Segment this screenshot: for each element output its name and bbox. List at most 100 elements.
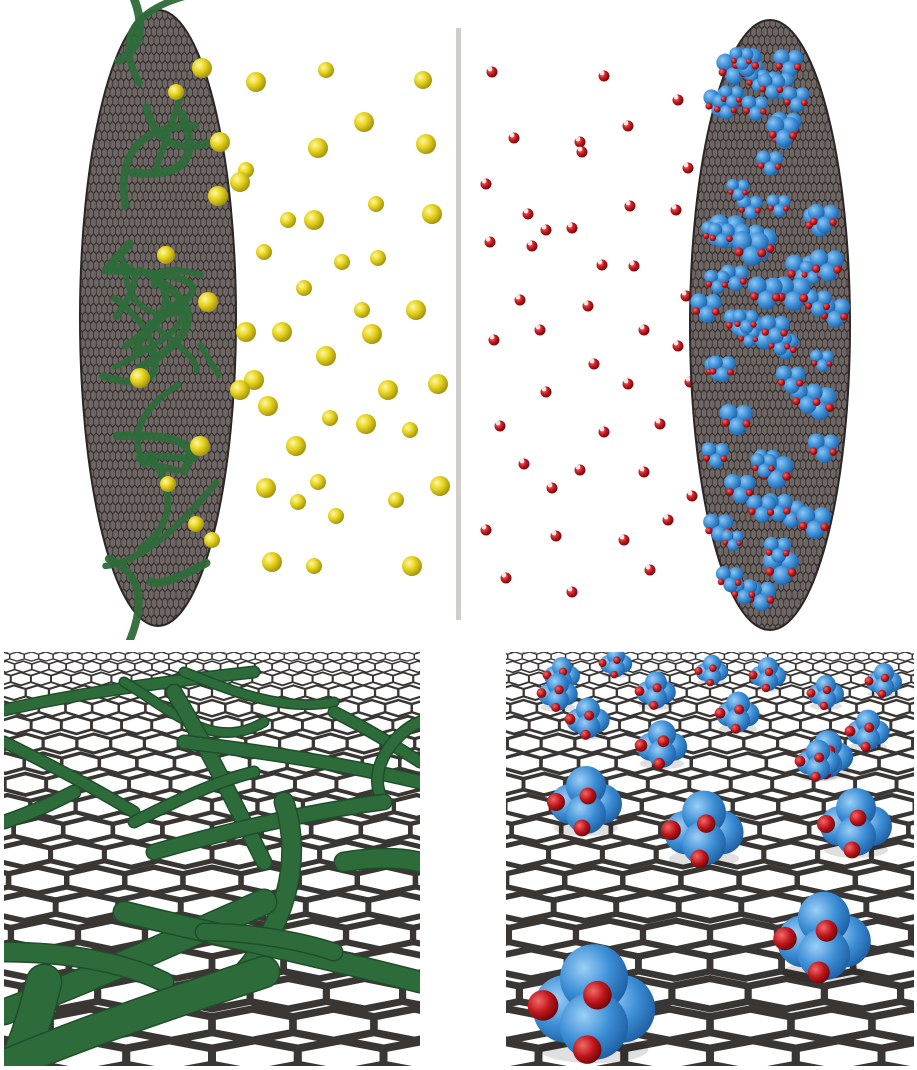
- hex-cell: [304, 684, 330, 702]
- hex-cell: [507, 652, 523, 662]
- red-ion: [618, 534, 630, 546]
- oxide-cluster: [732, 231, 769, 266]
- hex-cell: [374, 660, 393, 674]
- hex-cell: [81, 652, 98, 662]
- red-ion: [638, 324, 650, 336]
- red-ion: [480, 178, 492, 190]
- polymer-strand: [4, 737, 139, 817]
- hex-cell: [64, 864, 128, 897]
- hex-cell: [302, 890, 372, 924]
- oxide-cluster: [750, 453, 777, 478]
- yellow-ion: [318, 62, 334, 78]
- hex-cell: [852, 864, 914, 897]
- hex-cell: [117, 698, 147, 718]
- oxide-cluster: [726, 178, 750, 201]
- oxide-cluster: [807, 433, 839, 464]
- yellow-ion: [190, 436, 210, 456]
- oxide-cluster: [704, 269, 730, 294]
- hex-cell: [657, 660, 677, 674]
- yellow-ion: [306, 558, 322, 574]
- oxide-cluster: [719, 403, 753, 436]
- hex-cell: [678, 864, 742, 897]
- yellow-ion: [230, 380, 250, 400]
- polymer-strand: [142, 103, 212, 151]
- oxide-cluster: [766, 116, 800, 148]
- hex-cell: [894, 772, 914, 797]
- red-ion: [680, 290, 692, 302]
- hex-cell: [109, 732, 146, 755]
- hex-cell: [506, 1038, 543, 1066]
- hex-cell: [167, 652, 184, 662]
- polymer-strand: [151, 93, 184, 175]
- oxide-cluster: [536, 673, 578, 713]
- red-ion: [654, 418, 666, 430]
- hex-cell: [897, 979, 914, 1008]
- hex-cell: [269, 652, 285, 662]
- hex-cell: [142, 732, 180, 755]
- hex-cell: [208, 1036, 302, 1066]
- oxide-cluster: [694, 654, 729, 687]
- hex-cell: [846, 660, 866, 674]
- hex-cell: [341, 652, 358, 662]
- hex-cell: [728, 771, 775, 797]
- hex-cell: [620, 864, 684, 897]
- yellow-ion: [402, 422, 418, 438]
- polymer-strand: [146, 319, 200, 374]
- oxide-cluster: [564, 697, 610, 740]
- top-electrode-panel: [79, 0, 851, 640]
- yellow-ion: [328, 508, 344, 524]
- red-ion: [522, 208, 534, 220]
- red-ion: [534, 324, 546, 336]
- red-ion: [582, 300, 594, 312]
- yellow-ion: [258, 396, 278, 416]
- hex-cell: [350, 684, 377, 702]
- hex-cell: [37, 652, 54, 662]
- hex-cell: [506, 772, 526, 797]
- hex-cell: [4, 684, 27, 702]
- hex-cell: [355, 652, 372, 662]
- hex-cell: [288, 660, 308, 674]
- hex-cell: [675, 890, 745, 924]
- oxide-cluster: [806, 675, 844, 711]
- hex-cell: [776, 792, 826, 821]
- oxide-cluster: [809, 349, 834, 373]
- hex-cell: [50, 671, 73, 687]
- oxide-cluster: [766, 194, 791, 218]
- hex-cell: [120, 714, 154, 736]
- hex-cell: [881, 698, 911, 718]
- hex-cell: [794, 864, 858, 897]
- polymer-strand: [119, 121, 199, 210]
- hex-cell: [639, 917, 714, 953]
- yellow-ion: [188, 516, 204, 532]
- hex-cell: [839, 652, 856, 662]
- polymer-strand: [102, 263, 139, 321]
- hex-cell: [311, 732, 349, 755]
- oxide-cluster: [721, 529, 744, 552]
- hex-cell: [41, 732, 79, 755]
- yellow-ion: [272, 322, 292, 342]
- hex-cell: [357, 660, 376, 674]
- hex-cell: [689, 751, 731, 776]
- hex-cell: [196, 652, 213, 662]
- hex-cell: [127, 771, 173, 797]
- hex-cell: [392, 671, 415, 687]
- hex-cell: [640, 660, 660, 674]
- hex-cell: [13, 660, 33, 674]
- hex-cell: [133, 660, 153, 674]
- hex-cell: [680, 652, 697, 662]
- hex-cell: [391, 660, 411, 674]
- hex-cell: [829, 660, 849, 674]
- hex-cell: [339, 660, 359, 674]
- hex-cell: [572, 917, 647, 953]
- hex-cell: [52, 652, 69, 662]
- hex-cell: [613, 890, 682, 924]
- hex-cell: [4, 771, 49, 797]
- hex-cell: [384, 652, 401, 662]
- polymer-strand: [105, 239, 134, 271]
- hex-cell: [889, 714, 914, 736]
- red-ion: [672, 94, 684, 106]
- hex-cell: [506, 751, 543, 776]
- hex-cell: [796, 652, 812, 662]
- hex-cell: [761, 839, 821, 870]
- hex-cell: [308, 815, 364, 845]
